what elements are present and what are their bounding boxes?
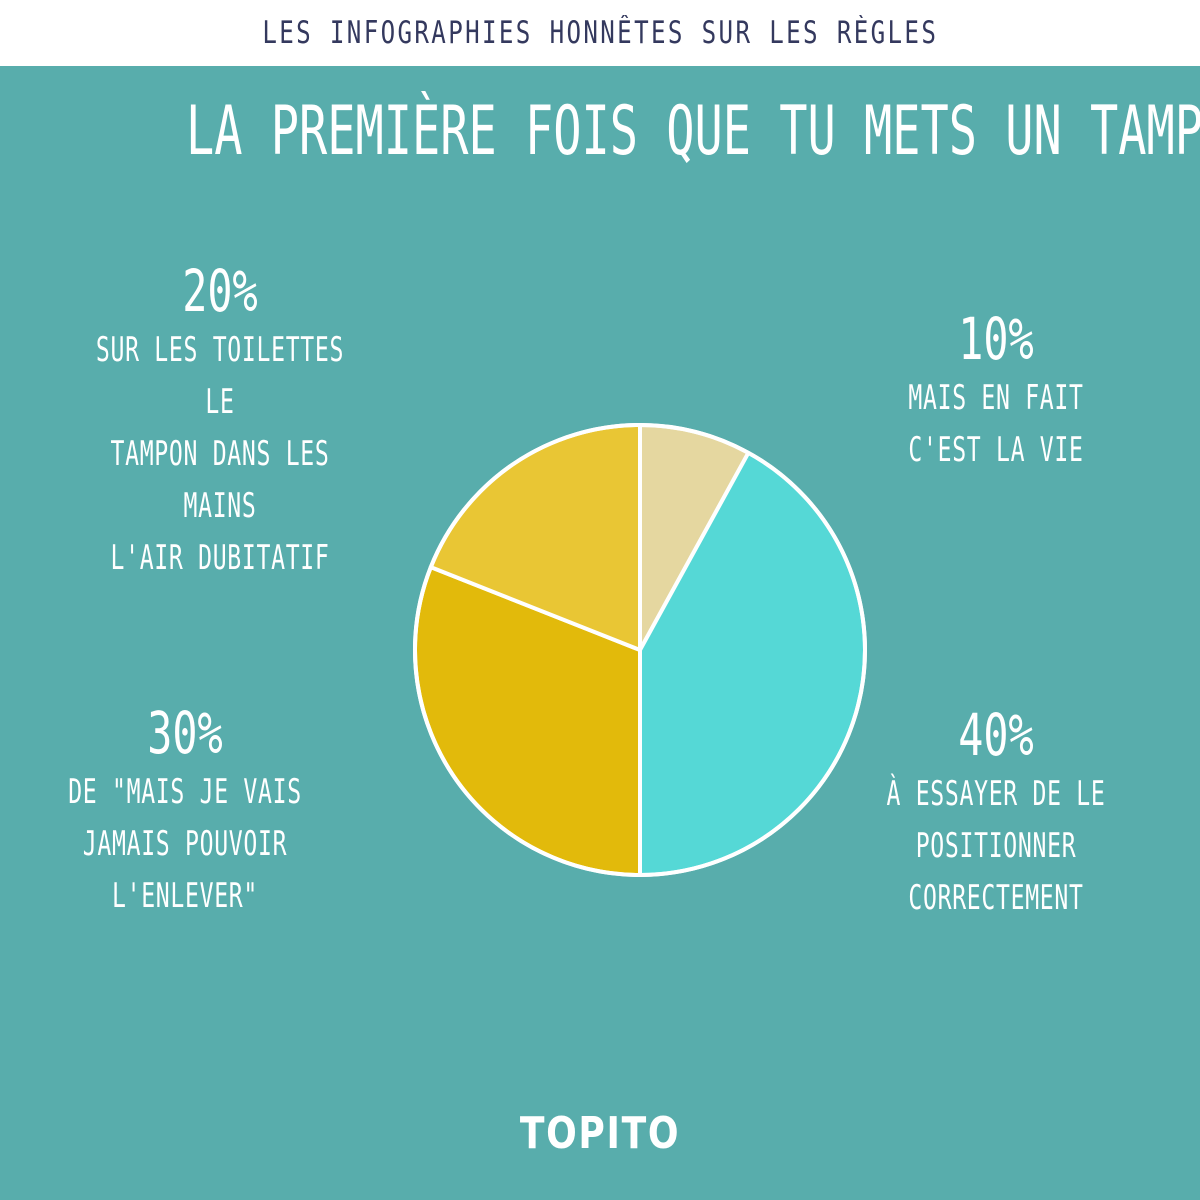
label-toilets-percent: 20%: [182, 257, 258, 325]
label-positioning-text: À ESSAYER DE LE POSITIONNER CORRECTEMENT: [886, 774, 1106, 918]
topito-logo: TOPITO: [519, 1108, 681, 1159]
header-bar: LES INFOGRAPHIES HONNÊTES SUR LES RÈGLES: [0, 0, 1200, 66]
label-life-percent: 10%: [958, 305, 1034, 373]
label-remove-text: DE "MAIS JE VAIS JAMAIS POUVOIR L'ENLEVE…: [68, 772, 302, 916]
label-remove-percent: 30%: [147, 699, 223, 767]
label-life: 10% MAIS EN FAIT C'EST LA VIE: [796, 306, 1196, 476]
label-life-text: MAIS EN FAIT C'EST LA VIE: [908, 378, 1084, 470]
label-remove: 30% DE "MAIS JE VAIS JAMAIS POUVOIR L'EN…: [0, 700, 385, 922]
series-subtitle: LES INFOGRAPHIES HONNÊTES SUR LES RÈGLES: [262, 15, 938, 51]
label-positioning: 40% À ESSAYER DE LE POSITIONNER CORRECTE…: [796, 702, 1196, 924]
label-toilets-text: SUR LES TOILETTES LE TAMPON DANS LES MAI…: [95, 330, 345, 578]
chart-title: LA PREMIÈRE FOIS QUE TU METS UN TAMPON: [186, 92, 1200, 171]
pie-chart: [412, 423, 867, 877]
label-positioning-percent: 40%: [958, 701, 1034, 769]
label-toilets: 20% SUR LES TOILETTES LE TAMPON DANS LES…: [20, 258, 420, 584]
pie-outline: [413, 423, 867, 877]
